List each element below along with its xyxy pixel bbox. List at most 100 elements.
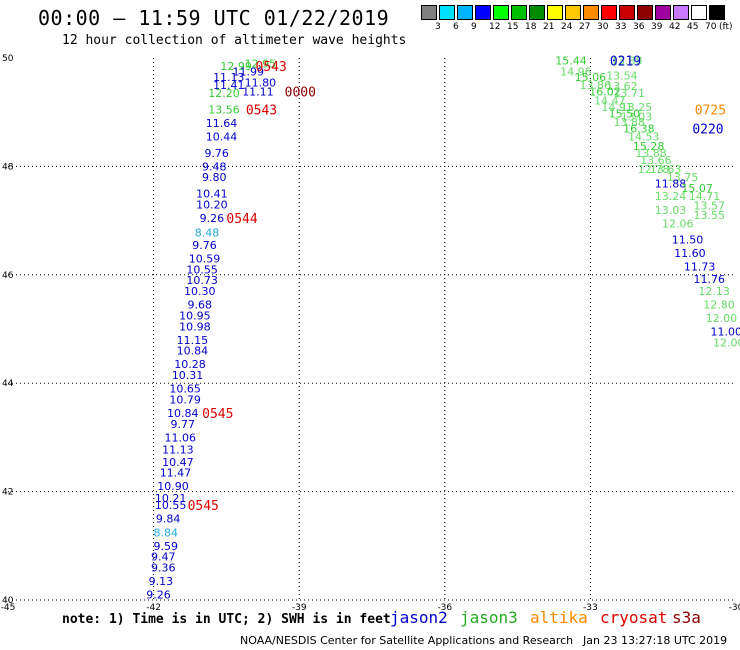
wave-height-point: 9.36 [151,561,176,574]
wave-height-point: 15.07 [681,182,713,195]
wave-height-point: 13.75 [667,171,699,184]
color-scale-label: 42 [669,22,681,32]
wave-height-point: 11.76 [694,273,726,286]
satellite-legend-cryosat: cryosat [600,608,668,627]
wave-height-point: 9.76 [204,147,229,160]
wave-height-point: 11.13 [162,443,194,456]
wave-height-point: 8.84 [153,526,178,539]
wave-height-point: 12.95 [245,57,277,70]
wave-height-point: 11.64 [206,117,238,130]
wave-height-point: 11.73 [684,261,716,274]
color-scale-label: 9 [471,22,477,32]
wave-height-point: 13.63 [650,163,682,176]
generation-timestamp: Jan 23 13:27:18 UTC 2019 [583,634,728,647]
wave-height-point: 10.59 [189,253,221,266]
wave-height-point: 9.47 [151,551,176,564]
wave-height-point: 13.88 [635,147,667,160]
pass-time-label: 0544 [226,212,257,227]
wave-height-point: 9.77 [170,418,195,431]
footer-note: note: 1) Time is in UTC; 2) SWH is in fe… [62,612,391,627]
wave-height-point: 13.55 [694,209,726,222]
y-tick-label: 50 [2,54,14,64]
color-swatch [565,5,581,20]
wave-height-point: 12.80 [703,299,735,312]
wave-height-point: 13.57 [694,199,726,212]
color-swatch [439,5,455,20]
wave-height-point: 13.03 [621,111,653,124]
pass-time-label: 0543 [256,60,287,75]
wave-height-point: 10.84 [177,345,209,358]
color-swatch [655,5,671,20]
wave-height-point: 10.30 [184,285,216,298]
pass-time-label: 0219 [610,55,641,70]
color-scale-label: 45 [687,22,699,32]
wave-height-point: 10.84 [167,407,199,420]
wave-height-point: 11.41 [213,79,245,92]
wave-height-point: 16.38 [623,122,655,135]
wave-height-point: 12.20 [208,87,240,100]
wave-height-point: 11.50 [672,234,704,247]
wave-height-point: 9.59 [153,540,178,553]
y-tick-label: 42 [2,488,13,498]
pass-time-label: 0543 [246,103,277,118]
wave-height-point: 11.06 [165,431,197,444]
wave-height-point: 10.55 [186,263,218,276]
color-swatch [457,5,473,20]
satellite-legend-altika: altika [530,608,588,627]
wave-height-point: 10.20 [196,198,228,211]
wave-height-point: 10.90 [157,480,189,493]
color-scale-label: 27 [579,22,591,32]
x-tick-label: -33 [583,603,598,612]
color-swatch [709,5,725,20]
x-tick-label: -45 [1,603,16,612]
color-swatch [619,5,635,20]
wave-height-point: 13.71 [613,87,645,100]
wave-height-point: 11.47 [160,467,192,480]
wave-height-point: 10.21 [155,492,187,505]
color-swatch [601,5,617,20]
wave-height-point: 10.47 [162,456,194,469]
wave-height-point: 14.96 [560,66,592,79]
color-scale-label: 21 [543,22,555,32]
wave-height-point: 12.78 [638,163,670,176]
wave-height-point: 11.80 [245,76,277,89]
wave-height-point: 11.13 [213,71,245,84]
wave-height-point: 11.99 [232,66,264,79]
color-scale-label: 15 [507,22,519,32]
satellite-legend-jason2: jason2 [390,608,448,627]
color-scale-label: 30 [597,22,609,32]
color-swatch [637,5,653,20]
wave-height-point: 12.99 [220,60,252,73]
color-swatch [583,5,599,20]
pass-time-label: 0725 [695,103,726,118]
color-scale-label: 18 [525,22,537,32]
color-swatch [547,5,563,20]
wave-height-point: 13.56 [208,103,240,116]
wave-height-point: 10.98 [179,320,211,333]
wave-height-point: 10.41 [196,188,228,201]
color-scale-label: 12 [489,22,501,32]
wave-height-point: 12.13 [698,285,730,298]
color-scale-label: 24 [561,22,573,32]
wave-height-point: 10.31 [172,369,204,382]
wave-height-point: 9.68 [187,299,212,312]
satellite-legend-s3a: s3a [672,608,701,627]
wave-height-point: 15.44 [555,55,587,68]
y-tick-label: 40 [2,596,14,606]
wave-height-point: 13.25 [621,101,653,114]
color-swatch [475,5,491,20]
y-tick-label: 46 [2,271,14,281]
wave-height-point: 15.06 [575,71,607,84]
page-subtitle: 12 hour collection of altimeter wave hei… [62,33,407,48]
color-swatch [493,5,509,20]
wave-height-point: 10.44 [206,131,238,144]
wave-height-point: 11.88 [655,178,687,191]
wave-height-point: 13.54 [606,69,638,82]
color-scale-label: 3 [435,22,441,32]
satellite-legend-jason3: jason3 [460,608,518,627]
y-tick-label: 44 [2,379,14,389]
wave-height-point: 9.26 [200,212,225,225]
wave-height-point: 9.84 [156,513,181,526]
color-swatch [673,5,689,20]
wave-height-point: 12.00 [706,312,738,325]
